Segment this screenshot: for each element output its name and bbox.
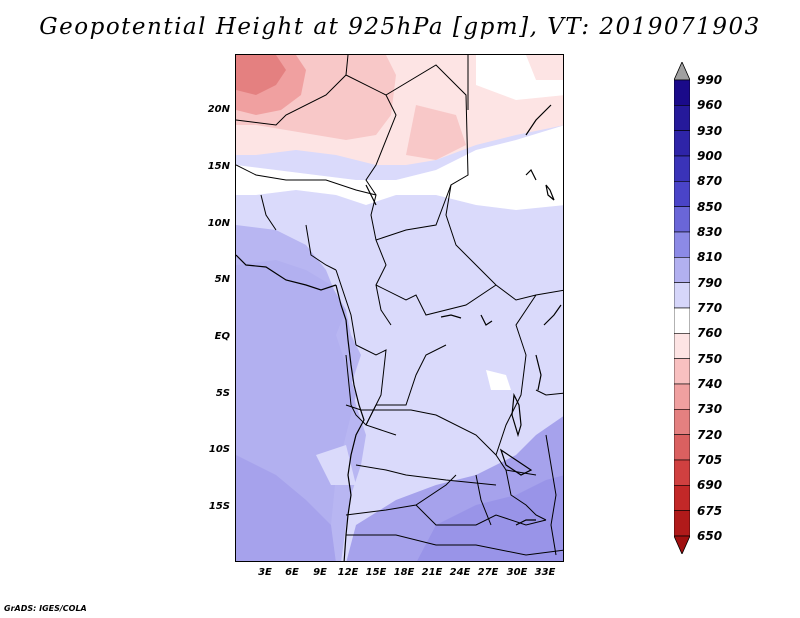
x-tick-6e: 6E xyxy=(285,567,299,578)
y-tick-10n: 10N xyxy=(207,218,230,229)
colorbar-box xyxy=(674,434,690,461)
colorbar-label: 760 xyxy=(697,326,723,341)
x-tick-12e: 12E xyxy=(337,567,359,578)
colorbar-label: 930 xyxy=(697,123,723,138)
colorbar-box xyxy=(674,130,690,157)
country-borders xyxy=(236,55,563,556)
colorbar-label: 850 xyxy=(697,199,723,214)
colorbar-label: 960 xyxy=(697,98,723,113)
x-tick-9e: 9E xyxy=(313,567,327,578)
colorbar-label: 690 xyxy=(697,478,723,493)
sahel-white-band xyxy=(236,125,563,210)
y-tick-5n: 5N xyxy=(214,274,230,285)
colorbar-box xyxy=(674,105,690,131)
y-tick-10s: 10S xyxy=(208,444,230,455)
colorbar-box xyxy=(674,307,690,334)
colorbar-label: 870 xyxy=(697,174,723,189)
colorbar-box xyxy=(674,485,690,511)
y-tick-5s: 5S xyxy=(215,388,230,399)
x-tick-15e: 15E xyxy=(365,567,387,578)
colorbar-label: 900 xyxy=(697,149,723,163)
sahara-light-pink-east xyxy=(406,105,466,160)
colorbar-label: 720 xyxy=(697,427,723,442)
colorbar-label: 650 xyxy=(697,529,723,543)
colorbar-label: 705 xyxy=(697,453,723,467)
sahara-deepest-pink xyxy=(236,55,286,95)
colorbar-label: 740 xyxy=(697,377,723,391)
colorbar-box xyxy=(674,181,690,207)
x-tick-24e: 24E xyxy=(449,567,471,578)
colorbar-label: 790 xyxy=(697,275,723,290)
colorbar-box xyxy=(674,510,690,537)
x-tick-27e: 27E xyxy=(477,567,499,578)
colorbar-label: 830 xyxy=(697,225,723,239)
colorbar-box xyxy=(674,282,690,309)
map-title: Geopotential Height at 925hPa [gpm], VT:… xyxy=(39,14,761,40)
colorbar-box xyxy=(674,79,690,106)
map-plot-area xyxy=(235,54,564,562)
colorbar-box xyxy=(674,358,690,385)
colorbar xyxy=(674,62,690,554)
x-tick-21e: 21E xyxy=(421,567,443,578)
angola-light-region xyxy=(316,445,356,485)
ocean-south-region xyxy=(236,455,336,561)
colorbar-box xyxy=(674,231,690,258)
central-white-patch xyxy=(486,370,511,390)
east-highlands xyxy=(536,295,563,395)
northeast-pink-edge xyxy=(526,55,563,80)
y-tick-20n: 20N xyxy=(207,104,230,115)
colorbar-label: 810 xyxy=(697,250,723,265)
colorbar-label: 675 xyxy=(697,503,723,518)
colorbar-top-triangle xyxy=(674,62,690,81)
x-tick-18e: 18E xyxy=(393,567,415,578)
colorbar-box xyxy=(674,409,690,435)
x-tick-30e: 30E xyxy=(506,567,528,578)
colorbar-bottom-triangle xyxy=(674,535,690,554)
colorbar-label: 730 xyxy=(697,402,723,417)
colorbar-label: 990 xyxy=(697,73,723,87)
colorbar-box xyxy=(674,206,690,233)
grads-credit: GrADS: IGES/COLA xyxy=(4,604,87,613)
colorbar-box xyxy=(674,333,690,359)
colorbar-label: 770 xyxy=(697,301,723,315)
coastlines xyxy=(236,104,562,561)
colorbar-box xyxy=(674,257,690,283)
colorbar-box xyxy=(674,155,690,182)
y-tick-15s: 15S xyxy=(208,501,230,512)
x-tick-3e: 3E xyxy=(258,567,272,578)
colorbar-box xyxy=(674,383,690,410)
y-tick-15n: 15N xyxy=(207,161,230,172)
colorbar-box xyxy=(674,459,690,486)
colorbar-label: 750 xyxy=(697,351,723,366)
x-tick-33e: 33E xyxy=(534,567,556,578)
y-tick-eq: EQ xyxy=(214,331,230,342)
map-canvas xyxy=(236,55,563,561)
